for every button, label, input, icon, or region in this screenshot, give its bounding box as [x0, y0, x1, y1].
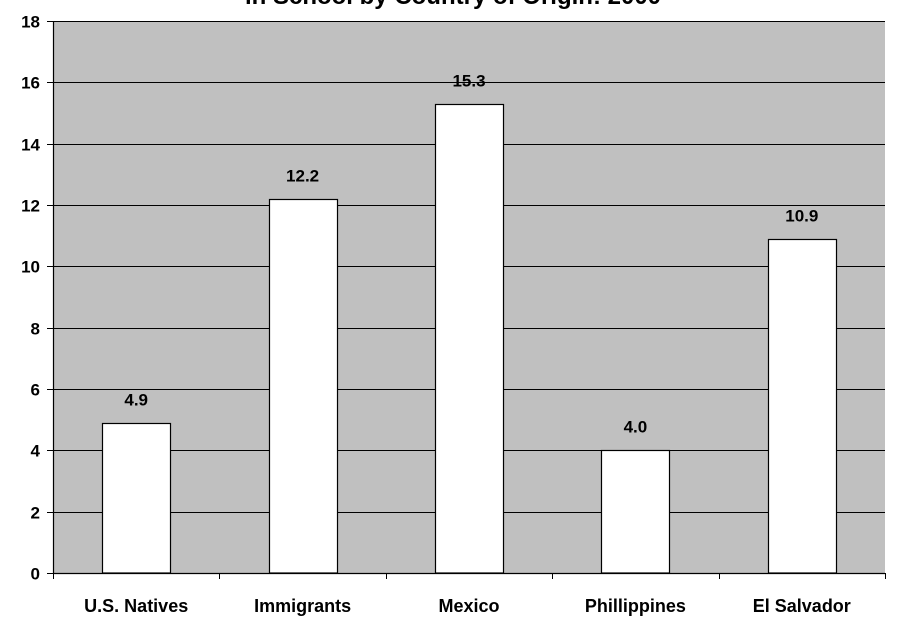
- x-category-label: U.S. Natives: [84, 596, 188, 616]
- y-tick-label: 4: [31, 442, 41, 461]
- data-label: 12.2: [286, 167, 319, 186]
- chart-title: in School by Country of Origin: 2000: [245, 0, 661, 10]
- data-labels: 4.9 12.2 15.3 4.0 10.9: [124, 72, 818, 437]
- data-label: 10.9: [785, 207, 818, 226]
- y-axis: 0 2 4 6 8 10 12 14 16 18: [21, 13, 55, 584]
- y-tick-label: 2: [31, 504, 40, 523]
- y-tick-label: 14: [21, 136, 40, 155]
- y-tick-label: 12: [21, 197, 40, 216]
- x-category-label: Mexico: [438, 596, 499, 616]
- bar-phillippines: [600, 449, 671, 574]
- bar-immigrants: [268, 198, 339, 574]
- data-label: 15.3: [452, 72, 485, 91]
- bar-u-s-natives: [101, 422, 172, 574]
- y-tick-label: 8: [31, 320, 40, 339]
- x-axis: U.S. Natives Immigrants Mexico Phillippines…: [53, 572, 886, 616]
- y-tick-label: 16: [21, 74, 40, 93]
- x-category-label: El Salvador: [753, 596, 851, 616]
- x-category-label: Immigrants: [254, 596, 351, 616]
- y-tick-label: 18: [21, 13, 40, 32]
- bars: [101, 103, 838, 574]
- x-category-label: Phillippines: [585, 596, 686, 616]
- y-tick-label: 10: [21, 258, 40, 277]
- bar-el-salvador: [767, 238, 838, 574]
- y-tick-label: 6: [31, 381, 40, 400]
- data-label: 4.0: [624, 418, 648, 437]
- data-label: 4.9: [124, 391, 148, 410]
- bar-mexico: [434, 103, 505, 574]
- y-tick-label: 0: [31, 565, 40, 584]
